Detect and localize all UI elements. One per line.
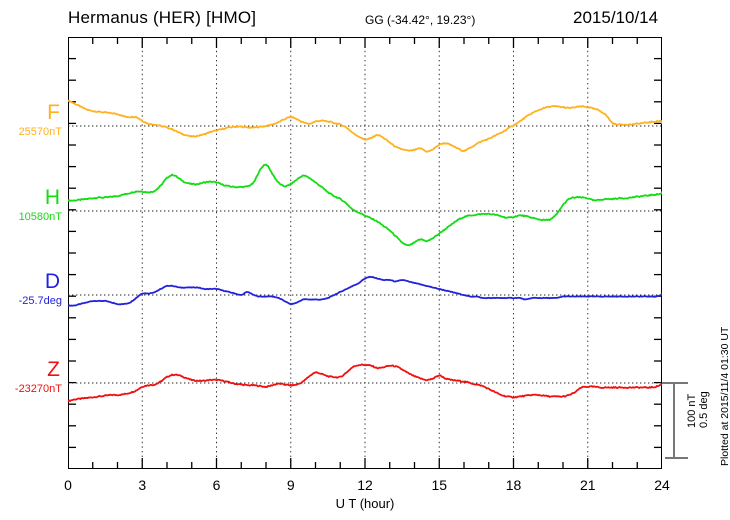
station-title: Hermanus (HER) [HMO]	[68, 8, 257, 27]
x-tick-label-9: 9	[286, 477, 295, 493]
component-letter-h: H	[44, 186, 60, 209]
trace-f	[68, 99, 662, 153]
scale-unit-nt: 100 nT	[686, 393, 698, 428]
scale-bar	[673, 383, 675, 458]
x-tick-label-3: 3	[138, 477, 147, 493]
component-value-f: 25570nT	[18, 126, 62, 138]
component-letter-f: F	[47, 101, 60, 124]
scale-bar-top-cap	[662, 382, 688, 384]
component-value-z: -23270nT	[14, 383, 62, 395]
magnetogram-plot-area	[68, 37, 662, 469]
trace-canvas	[68, 37, 662, 469]
component-letter-d: D	[44, 270, 60, 293]
plotted-at-timestamp: Plotted at 2015/11/4 01:30 UT	[719, 326, 730, 466]
trace-h	[68, 163, 662, 247]
x-tick-label-6: 6	[212, 477, 221, 493]
observation-date: 2015/10/14	[573, 8, 659, 27]
x-tick-label-18: 18	[505, 477, 522, 493]
geographic-coordinates: GG (-34.42°, 19.23°)	[365, 13, 476, 27]
x-tick-label-21: 21	[579, 477, 596, 493]
x-axis-title: U T (hour)	[335, 496, 395, 511]
x-tick-label-0: 0	[64, 477, 72, 493]
trace-d	[68, 276, 662, 307]
component-letter-z: Z	[47, 358, 60, 381]
x-tick-label-24: 24	[654, 477, 670, 493]
x-tick-label-15: 15	[431, 477, 448, 493]
component-value-h: 10580nT	[18, 211, 62, 223]
component-value-d: -25.7deg	[18, 295, 62, 307]
scale-unit-deg: 0.5 deg	[698, 391, 710, 428]
trace-z	[68, 363, 662, 403]
x-tick-label-12: 12	[357, 477, 373, 493]
scale-bar-bottom-cap	[665, 457, 688, 459]
